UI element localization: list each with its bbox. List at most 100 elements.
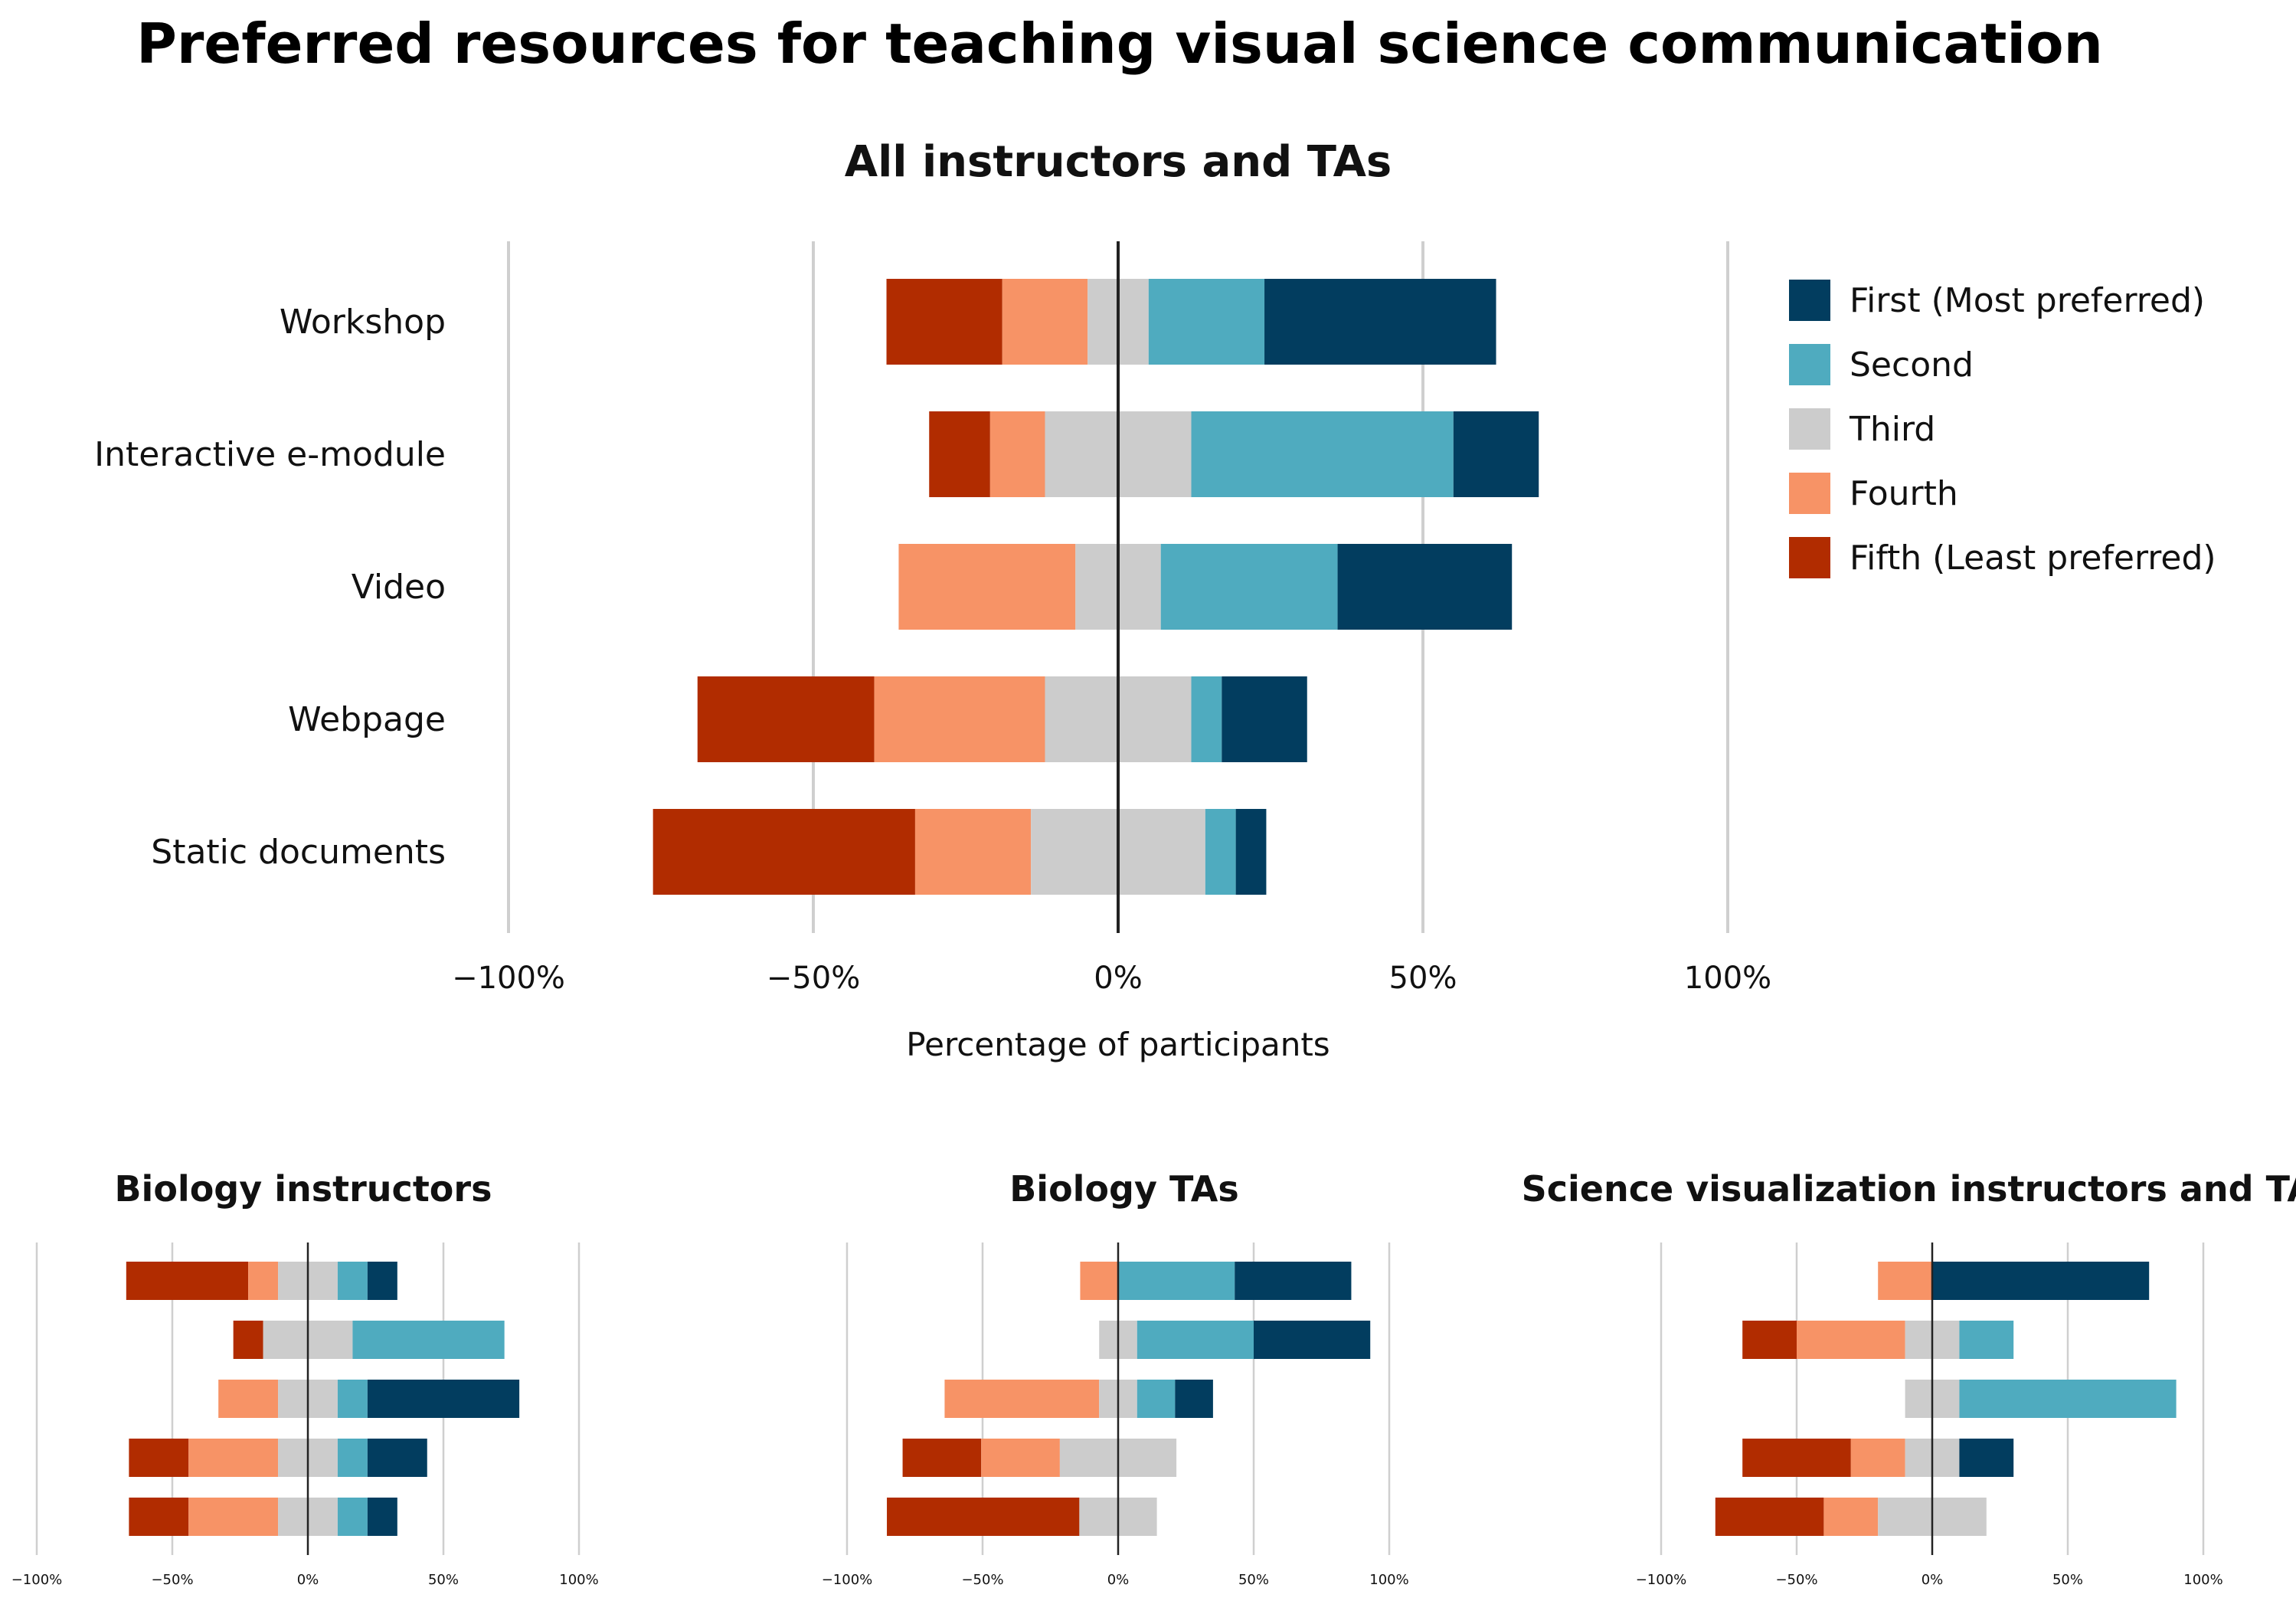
- tick-label: −50%: [151, 1572, 193, 1588]
- panel-title: All instructors and TAs: [845, 137, 1392, 187]
- bar-workshop-fourth: [1080, 1262, 1118, 1300]
- bar-workshop-second: [1118, 1262, 1235, 1300]
- bar-workshop-fifth: [126, 1262, 249, 1300]
- legend-label-third: Third: [1849, 410, 1935, 449]
- bar-static-documents-fifth: [887, 1498, 1080, 1536]
- tick-label: 0%: [1107, 1572, 1130, 1588]
- legend-swatch-fifth: [1789, 537, 1830, 578]
- tick-label: 100%: [559, 1572, 598, 1588]
- panel-biology-tas: −100% −50% 0% 50% 100% Biology TAs: [822, 1168, 1409, 1588]
- bar-interactive-e-module-fourth: [989, 411, 1045, 497]
- bar-webpage-second: [1191, 676, 1222, 762]
- category-label: Workshop: [280, 303, 446, 342]
- tick-label: 50%: [1238, 1572, 1269, 1588]
- bar-webpage-fifth: [902, 1439, 982, 1477]
- bar-webpage-fifth: [129, 1439, 189, 1477]
- bar-video-fourth: [898, 544, 1076, 630]
- panel-title: Science visualization instructors and TA…: [1522, 1168, 2296, 1210]
- tick-label: −100%: [822, 1572, 873, 1588]
- bar-webpage-fourth: [188, 1439, 279, 1477]
- legend-swatch-first: [1789, 280, 1830, 321]
- bar-static-documents-fourth: [188, 1498, 279, 1536]
- legend-label-first: First (Most preferred): [1850, 281, 2205, 320]
- bar-static-documents-first: [1235, 809, 1267, 895]
- tick-label: 0%: [1922, 1572, 1944, 1588]
- bar-workshop-second: [337, 1262, 368, 1300]
- category-label: Webpage: [288, 700, 446, 739]
- x-axis-label: Percentage of participants: [906, 1026, 1330, 1063]
- bar-video-second: [1959, 1380, 2177, 1418]
- bar-workshop-fifth: [886, 279, 1002, 365]
- bar-webpage-fifth: [1742, 1439, 1851, 1477]
- bar-interactive-e-module-second: [1191, 411, 1454, 497]
- bar-video-first: [1175, 1380, 1213, 1418]
- bar-workshop-fourth: [1002, 279, 1088, 365]
- panel-science-visualization: −100% −50% 0% 50% 100% Science visualization …: [1522, 1168, 2296, 1588]
- bar-static-documents-fifth: [129, 1498, 189, 1536]
- category-label: Static documents: [151, 833, 446, 872]
- bar-webpage-fourth: [1850, 1439, 1905, 1477]
- bar-interactive-e-module-fifth: [929, 411, 990, 497]
- tick-label: 0%: [1094, 961, 1142, 996]
- tick-label: −100%: [452, 961, 565, 996]
- legend: First (Most preferred) Second Third Fourth F…: [1789, 280, 2216, 578]
- category-label: Interactive e-module: [94, 435, 446, 474]
- panel-all-instructors-and-tas: Workshop Interactive e-module Video Webpage…: [94, 137, 1771, 1063]
- bar-webpage-first: [1222, 676, 1307, 762]
- bar-interactive-e-module-second: [1959, 1321, 2014, 1359]
- tick-label: 100%: [1684, 961, 1771, 996]
- legend-swatch-third: [1789, 408, 1830, 450]
- tick-label: 50%: [2052, 1572, 2083, 1588]
- bar-video-first: [1337, 544, 1513, 630]
- tick-label: −50%: [961, 1572, 1003, 1588]
- bar-video-fourth: [944, 1380, 1100, 1418]
- bar-workshop-first: [1235, 1262, 1352, 1300]
- bar-interactive-e-module-second: [1137, 1321, 1254, 1359]
- bar-static-documents-fourth: [914, 809, 1032, 895]
- panel-title: Biology TAs: [1009, 1168, 1239, 1210]
- bar-static-documents-second: [1205, 809, 1236, 895]
- panel-biology-instructors: −100% −50% 0% 50% 100% Biology instructors: [11, 1168, 599, 1588]
- bar-interactive-e-module-second: [352, 1321, 505, 1359]
- tick-label: 0%: [297, 1572, 319, 1588]
- bar-static-documents-second: [337, 1498, 368, 1536]
- bar-static-documents-fifth: [1715, 1498, 1824, 1536]
- bar-webpage-fifth: [697, 676, 875, 762]
- bar-interactive-e-module-first: [1453, 411, 1539, 497]
- legend-label-fourth: Fourth: [1850, 474, 1958, 513]
- bar-video-second: [1137, 1380, 1176, 1418]
- bar-webpage-first: [1959, 1439, 2014, 1477]
- legend-swatch-second: [1789, 344, 1830, 385]
- panel-title: Biology instructors: [115, 1168, 492, 1210]
- tick-label: 50%: [428, 1572, 459, 1588]
- tick-label: 100%: [1369, 1572, 1408, 1588]
- tick-label: −100%: [11, 1572, 63, 1588]
- bar-webpage-second: [337, 1439, 368, 1477]
- bar-webpage-fourth: [874, 676, 1045, 762]
- tick-label: 100%: [2183, 1572, 2222, 1588]
- category-label: Video: [352, 568, 446, 607]
- bar-static-documents-fifth: [652, 809, 915, 895]
- bar-video-second: [337, 1380, 368, 1418]
- tick-label: 50%: [1389, 961, 1457, 996]
- tick-label: −50%: [767, 961, 860, 996]
- bar-webpage-first: [367, 1439, 427, 1477]
- bar-workshop-first: [1932, 1262, 2150, 1300]
- bar-workshop-fourth: [248, 1262, 279, 1300]
- bar-interactive-e-module-first: [1254, 1321, 1371, 1359]
- bar-interactive-e-module-fourth: [1797, 1321, 1905, 1359]
- figure-title: Preferred resources for teaching visual …: [136, 11, 2103, 76]
- tick-label: −100%: [1636, 1572, 1687, 1588]
- legend-swatch-fourth: [1789, 473, 1830, 514]
- bar-video-second: [1160, 544, 1338, 630]
- bar-workshop-fourth: [1878, 1262, 1932, 1300]
- bar-interactive-e-module-fifth: [233, 1321, 263, 1359]
- bar-static-documents-first: [367, 1498, 397, 1536]
- tick-label: −50%: [1775, 1572, 1817, 1588]
- bar-static-documents-fourth: [1823, 1498, 1879, 1536]
- bar-video-first: [367, 1380, 520, 1418]
- bar-workshop-first: [367, 1262, 397, 1300]
- bar-workshop-second: [1148, 279, 1265, 365]
- bar-interactive-e-module-fifth: [1742, 1321, 1797, 1359]
